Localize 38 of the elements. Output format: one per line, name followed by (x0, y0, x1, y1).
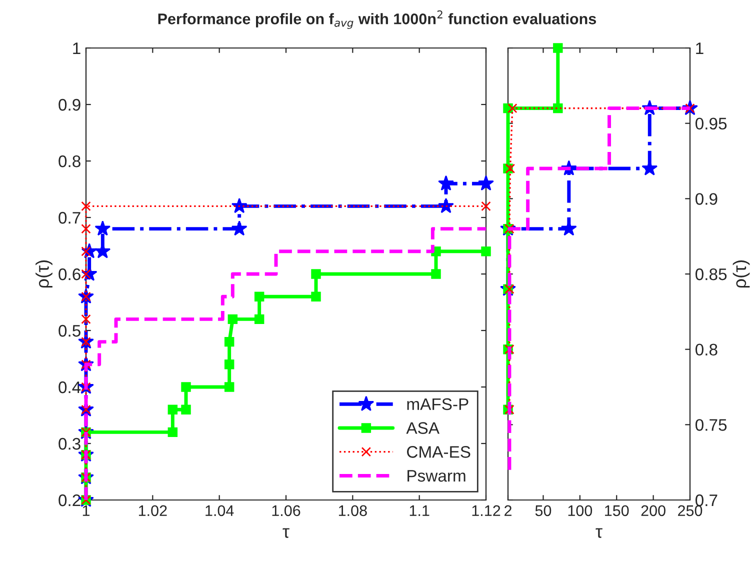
y-tick-label: 0.5 (58, 324, 80, 337)
x-tick-label: 50 (535, 505, 552, 516)
x-tick-label: 150 (605, 505, 629, 516)
y2-tick-label: 0.75 (696, 419, 727, 431)
y2-axis-title: ρ(τ) (732, 260, 750, 288)
y2-tick-label: 0.9 (696, 193, 718, 205)
y-tick-label: 0.8 (58, 155, 80, 168)
chart-title: Performance profile on f$_{avg}$ with 1000n$^{2}$ function evaluations (158, 10, 596, 29)
y-tick-label: 0.4 (58, 381, 81, 394)
legend-label: CMA-ES (407, 446, 470, 458)
x-tick-label: 250 (678, 505, 702, 516)
legend-label: mAFS-P (407, 398, 468, 410)
x-tick-label: 1.1 (410, 505, 430, 516)
x-tick-label: 1 (82, 505, 90, 516)
y-tick-label: 0.3 (58, 438, 80, 450)
x-tick-label: 100 (568, 505, 592, 516)
y-tick-label: 0.9 (58, 98, 80, 111)
y-tick-label: 0.2 (58, 494, 80, 506)
x-tick-label: 1.04 (206, 505, 234, 516)
x-tick-label: 1.06 (272, 505, 300, 516)
y2-tick-label: 0.7 (696, 494, 718, 506)
legend-label: Pswarm (408, 470, 466, 482)
y2-tick-label: 0.85 (696, 268, 727, 280)
y-tick-label: 0.7 (58, 212, 80, 224)
y2-tick-label: 1 (696, 42, 704, 54)
x-tick-label: 200 (641, 505, 666, 516)
x-tick-label: 2 (504, 505, 512, 516)
y-tick-label: 0.6 (58, 268, 80, 280)
y2-tick-label: 0.95 (696, 118, 727, 130)
x-tick-label: 1.12 (472, 505, 500, 516)
x-tick-label: 1.08 (338, 505, 367, 516)
x-axis-title: τ (596, 528, 602, 538)
legend-label: ASA (406, 422, 440, 434)
y2-tick-label: 0.8 (696, 344, 718, 356)
x-tick-label: 1.02 (138, 505, 167, 516)
y-axis-title: ρ(τ) (36, 260, 52, 288)
y-tick-label: 1 (73, 42, 80, 54)
x-axis-title: τ (282, 528, 290, 538)
